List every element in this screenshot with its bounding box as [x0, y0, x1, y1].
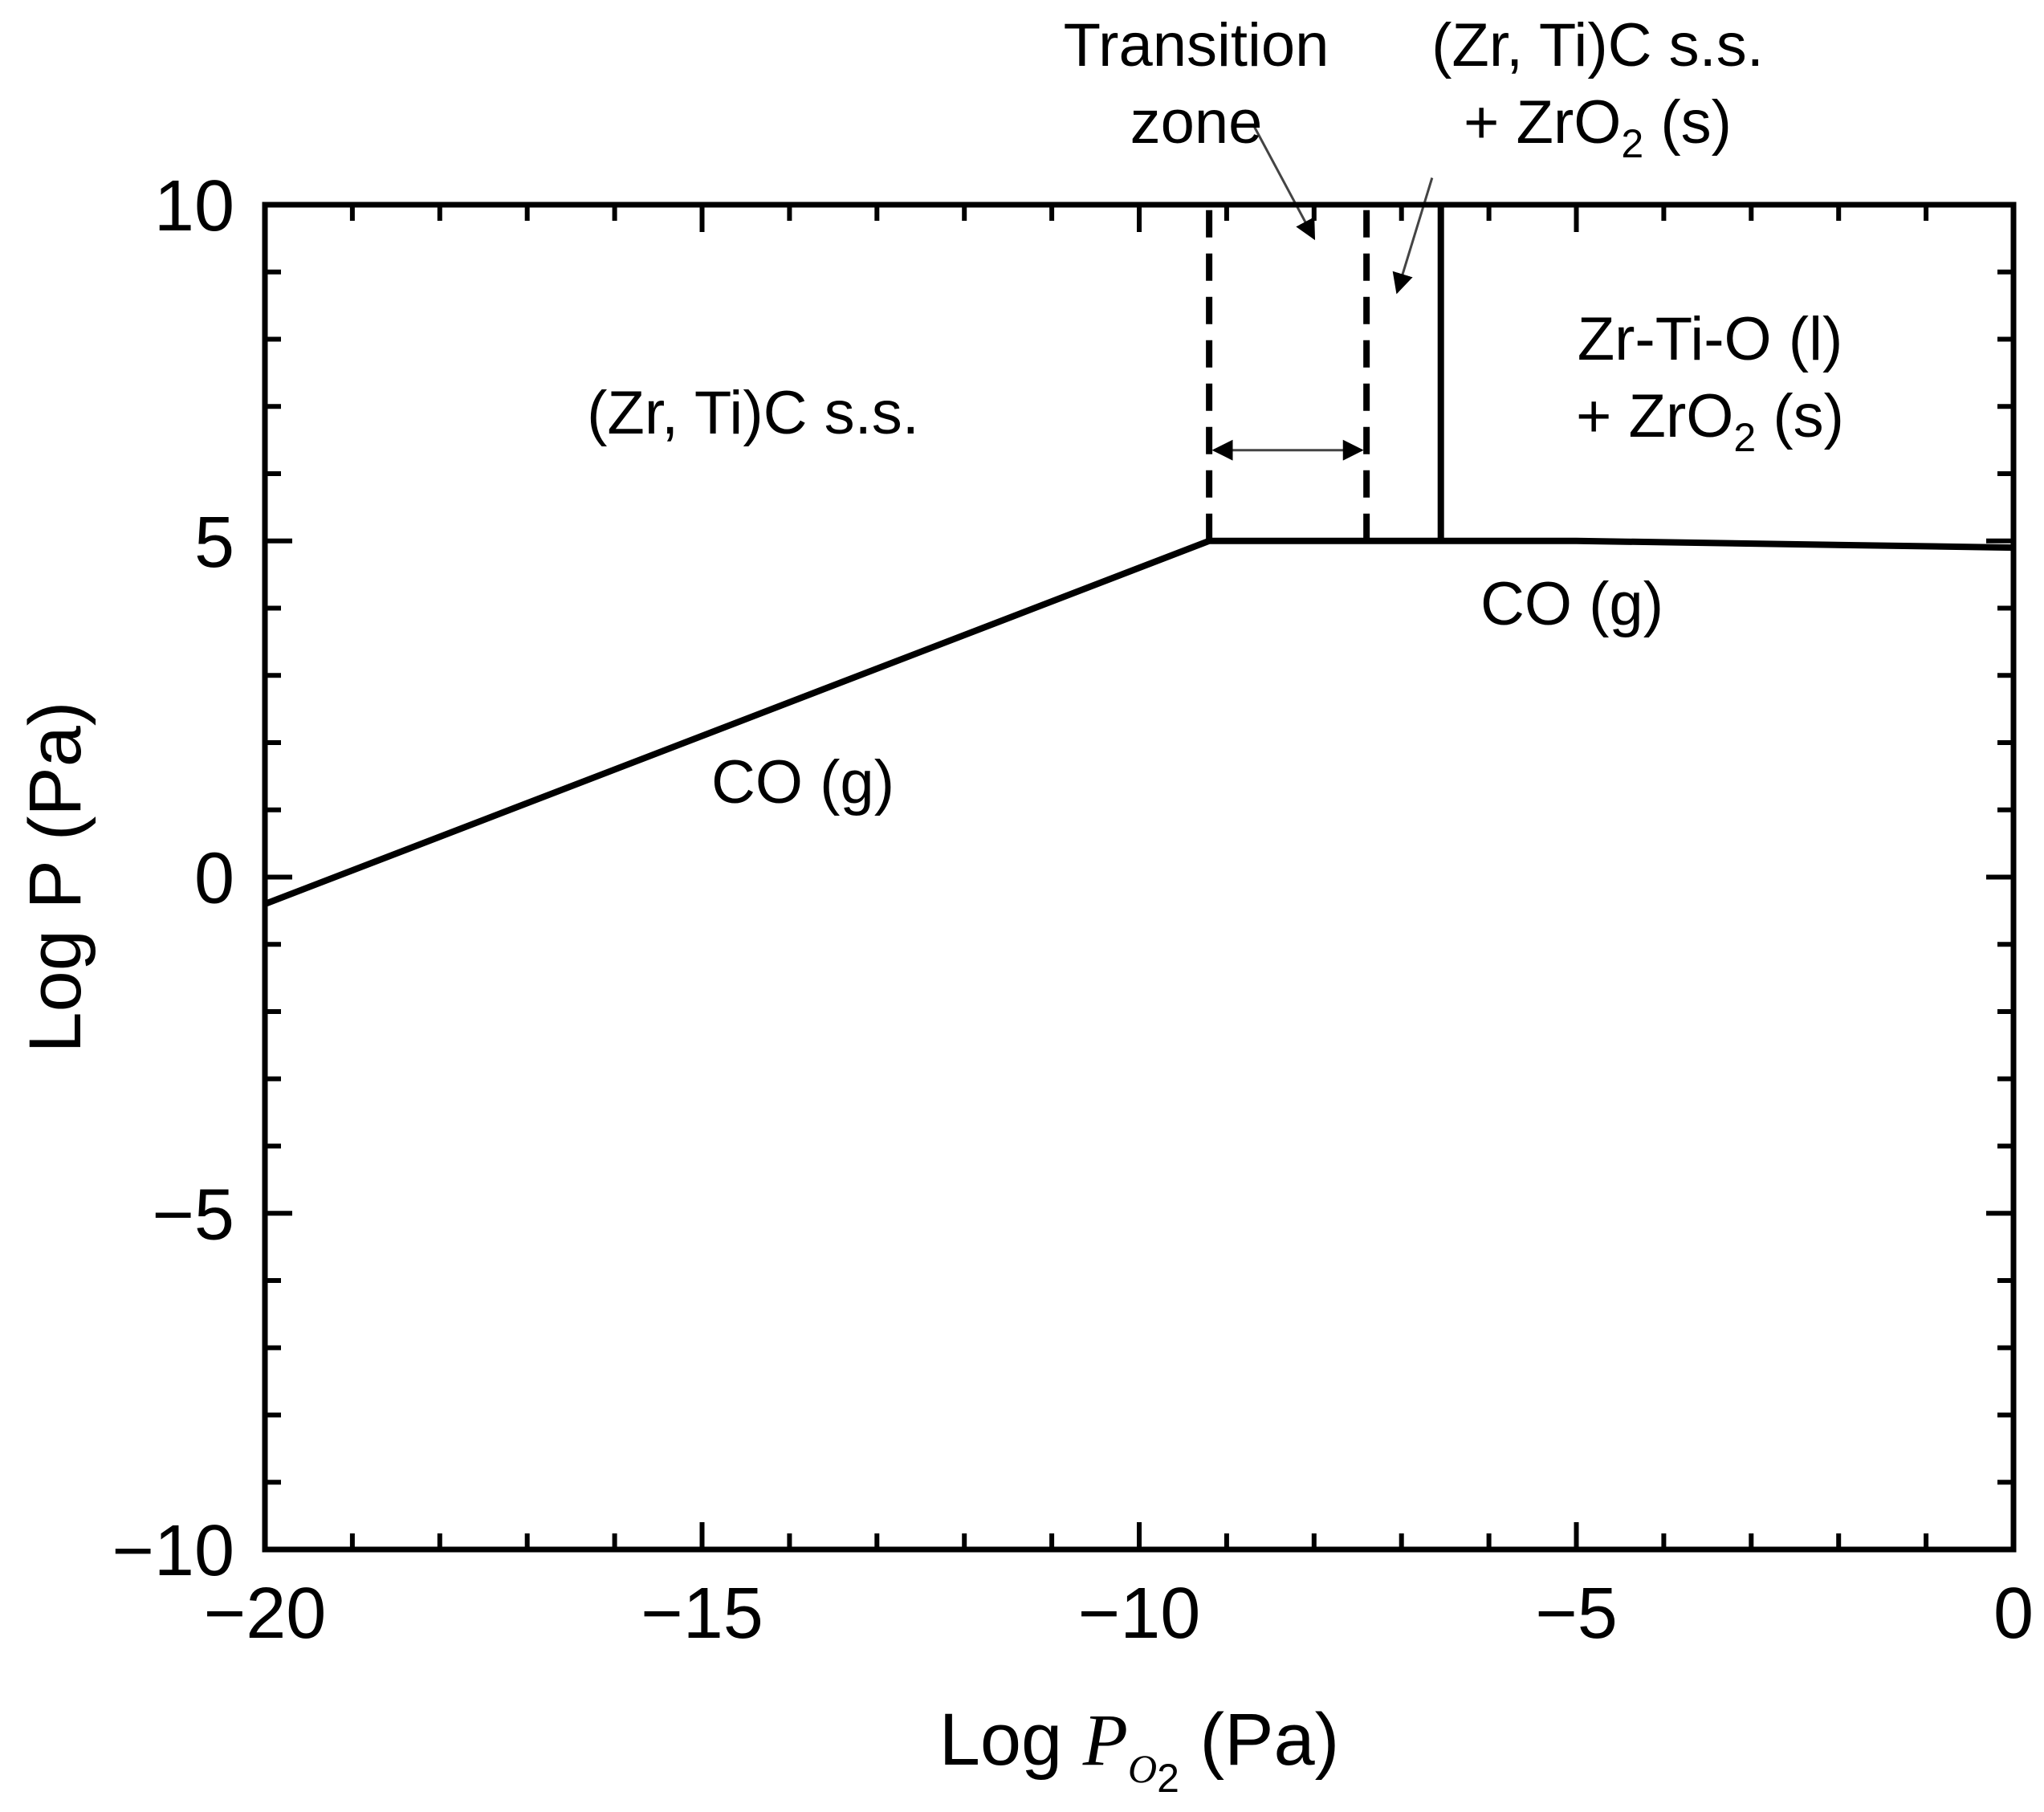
y-tick-label: −10	[112, 1511, 234, 1591]
x-axis-title-symbol: P	[1082, 1699, 1128, 1781]
carbide-oxide-label-line2: + ZrO2 (s)	[1464, 88, 1732, 166]
tick-labels: −20 −15 −10 −5 0 10 5 0 −5 −10	[112, 166, 2034, 1654]
y-tick-label: 0	[194, 839, 234, 919]
co-gas-label-left: CO (g)	[711, 748, 894, 816]
y-tick-label: 10	[154, 166, 234, 246]
carbide-region-label: (Zr, Ti)C s.s.	[587, 379, 919, 447]
transition-zone-label-line1: Transition	[1064, 11, 1329, 79]
annotation-arrows	[1211, 123, 1434, 461]
annotation-pointer-arrow	[1252, 123, 1316, 241]
axis-ticks	[263, 202, 2016, 1552]
solid-boundary-line	[263, 537, 2014, 907]
x-axis-title-sub1: O	[1128, 1746, 1157, 1791]
x-tick-label: −10	[1078, 1574, 1201, 1654]
y-tick-label: −5	[152, 1175, 234, 1255]
y-axis-title: Log P (Pa)	[14, 701, 96, 1053]
carbide-oxide-label-line1: (Zr, Ti)C s.s.	[1431, 11, 1764, 79]
x-tick-label: 0	[1993, 1574, 2034, 1654]
plot-frame	[262, 202, 2017, 1553]
annotation-pointer-arrow	[1392, 177, 1434, 295]
transition-zone-label-line2: zone	[1130, 88, 1263, 157]
x-tick-label: −20	[204, 1574, 327, 1654]
x-axis-title-prefix: Log	[939, 1699, 1083, 1781]
x-tick-label: −5	[1535, 1574, 1618, 1654]
liquid-region-label-line1: Zr-Ti-O (l)	[1578, 305, 1843, 373]
co-gas-label-right: CO (g)	[1480, 570, 1663, 638]
x-axis-title-sub2: 2	[1157, 1756, 1179, 1801]
y-tick-label: 5	[194, 503, 234, 583]
liquid-region-label-line2: + ZrO2 (s)	[1576, 382, 1844, 460]
x-axis-title: Log PO2 (Pa)	[939, 1699, 1340, 1801]
x-axis-title-suffix: (Pa)	[1179, 1699, 1339, 1781]
phase-boundaries	[263, 205, 2014, 907]
x-tick-label: −15	[641, 1574, 763, 1654]
